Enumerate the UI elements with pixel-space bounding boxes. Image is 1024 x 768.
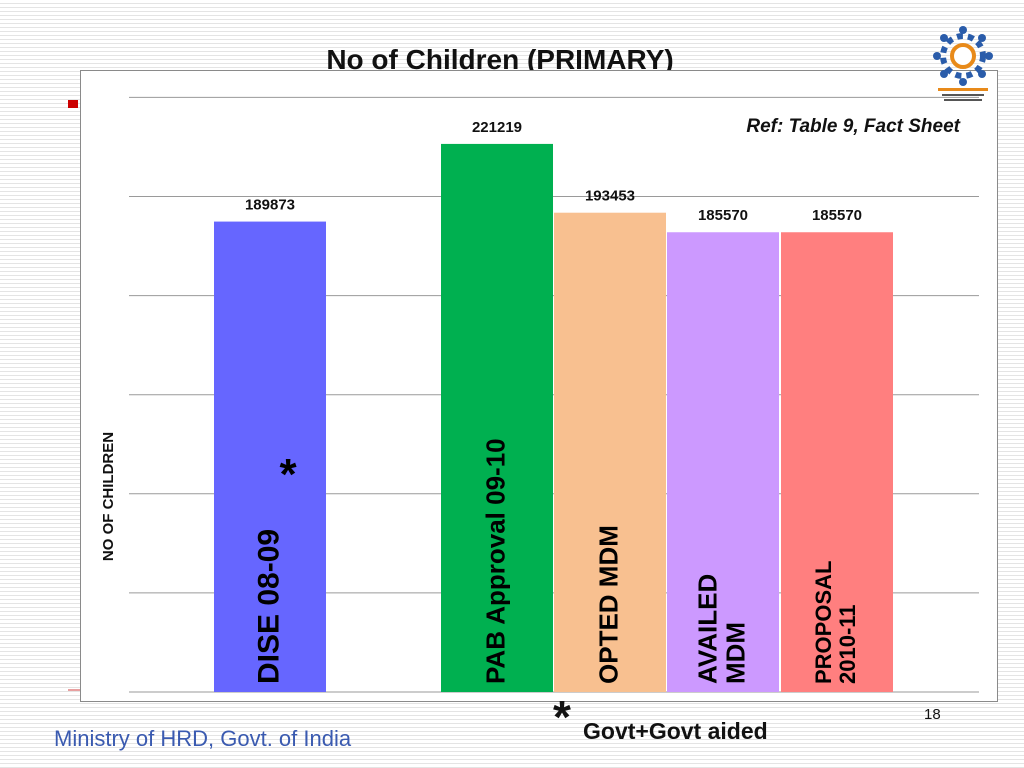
reference-note: Ref: Table 9, Fact Sheet xyxy=(746,116,960,137)
category-label: PAB Approval 09-10 xyxy=(480,438,510,684)
bar-1 xyxy=(214,221,326,692)
slide-title: No of Children (PRIMARY) xyxy=(326,44,674,75)
footnote-asterisk: * xyxy=(553,691,571,743)
category-label: PROPOSAL xyxy=(811,561,836,684)
bar-3 xyxy=(554,212,666,692)
bar-5 xyxy=(781,232,893,693)
asterisk-annotation: * xyxy=(279,450,297,499)
footnote-text: Govt+Govt aided xyxy=(583,718,768,744)
data-label: 185570 xyxy=(812,207,862,224)
mid-day-meal-scheme-logo-icon xyxy=(933,26,993,101)
data-label: 189873 xyxy=(245,197,295,214)
chart-frame: NO OF CHILDREN 189873 DISE 08-09 221219 PAB … xyxy=(80,70,998,702)
data-label: 221219 xyxy=(472,119,522,136)
category-label: OPTED MDM xyxy=(593,525,623,684)
bar-4 xyxy=(667,232,779,693)
y-axis-label: NO OF CHILDREN xyxy=(100,432,117,561)
data-label: 193453 xyxy=(585,188,635,205)
category-label: AVAILED xyxy=(692,574,722,684)
category-label: MDM xyxy=(720,622,750,684)
data-label: 185570 xyxy=(698,207,748,224)
page-number: 18 xyxy=(924,706,941,723)
bar-chart: NO OF CHILDREN 189873 DISE 08-09 221219 PAB … xyxy=(100,96,979,693)
category-label: DISE 08-09 xyxy=(253,529,286,684)
category-label: 2010-11 xyxy=(835,604,860,684)
bullet-marker xyxy=(68,100,78,108)
decorative-line xyxy=(68,689,80,691)
footer-text: Ministry of HRD, Govt. of India xyxy=(54,726,352,751)
bar-2 xyxy=(441,143,553,692)
